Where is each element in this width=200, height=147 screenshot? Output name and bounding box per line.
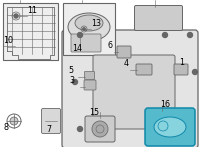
FancyBboxPatch shape bbox=[85, 116, 115, 142]
FancyBboxPatch shape bbox=[174, 64, 188, 75]
Text: 12: 12 bbox=[79, 0, 89, 2]
Text: 7: 7 bbox=[46, 125, 51, 134]
Circle shape bbox=[72, 80, 78, 85]
Text: 3: 3 bbox=[69, 76, 74, 85]
Text: 16: 16 bbox=[160, 100, 170, 109]
Text: 2: 2 bbox=[153, 0, 158, 2]
Circle shape bbox=[78, 32, 83, 37]
Circle shape bbox=[162, 125, 168, 130]
Text: 9: 9 bbox=[17, 0, 22, 2]
Ellipse shape bbox=[68, 13, 110, 41]
Text: 13: 13 bbox=[91, 19, 101, 28]
FancyBboxPatch shape bbox=[63, 3, 115, 55]
Circle shape bbox=[188, 32, 192, 37]
Circle shape bbox=[192, 70, 198, 75]
FancyBboxPatch shape bbox=[84, 71, 95, 80]
Circle shape bbox=[162, 32, 168, 37]
FancyBboxPatch shape bbox=[62, 30, 198, 147]
Text: 8: 8 bbox=[4, 123, 9, 132]
Circle shape bbox=[92, 121, 108, 137]
FancyBboxPatch shape bbox=[134, 5, 182, 30]
Circle shape bbox=[14, 14, 18, 18]
Circle shape bbox=[78, 127, 83, 132]
Text: 1: 1 bbox=[179, 58, 184, 67]
FancyBboxPatch shape bbox=[42, 108, 60, 133]
Circle shape bbox=[10, 117, 18, 125]
FancyBboxPatch shape bbox=[145, 108, 195, 146]
FancyBboxPatch shape bbox=[71, 34, 101, 52]
FancyBboxPatch shape bbox=[117, 46, 131, 58]
Circle shape bbox=[188, 127, 192, 132]
Text: 4: 4 bbox=[124, 59, 129, 68]
FancyBboxPatch shape bbox=[136, 64, 152, 75]
Circle shape bbox=[83, 28, 85, 30]
Text: 11: 11 bbox=[27, 6, 37, 15]
Ellipse shape bbox=[75, 15, 103, 31]
FancyBboxPatch shape bbox=[93, 55, 175, 129]
Text: 5: 5 bbox=[68, 66, 73, 75]
Text: 10: 10 bbox=[3, 36, 13, 45]
Ellipse shape bbox=[154, 117, 186, 137]
Text: 14: 14 bbox=[72, 44, 82, 53]
FancyBboxPatch shape bbox=[3, 3, 58, 60]
Text: 15: 15 bbox=[89, 108, 99, 117]
Text: 6: 6 bbox=[108, 41, 113, 50]
FancyBboxPatch shape bbox=[84, 80, 96, 90]
